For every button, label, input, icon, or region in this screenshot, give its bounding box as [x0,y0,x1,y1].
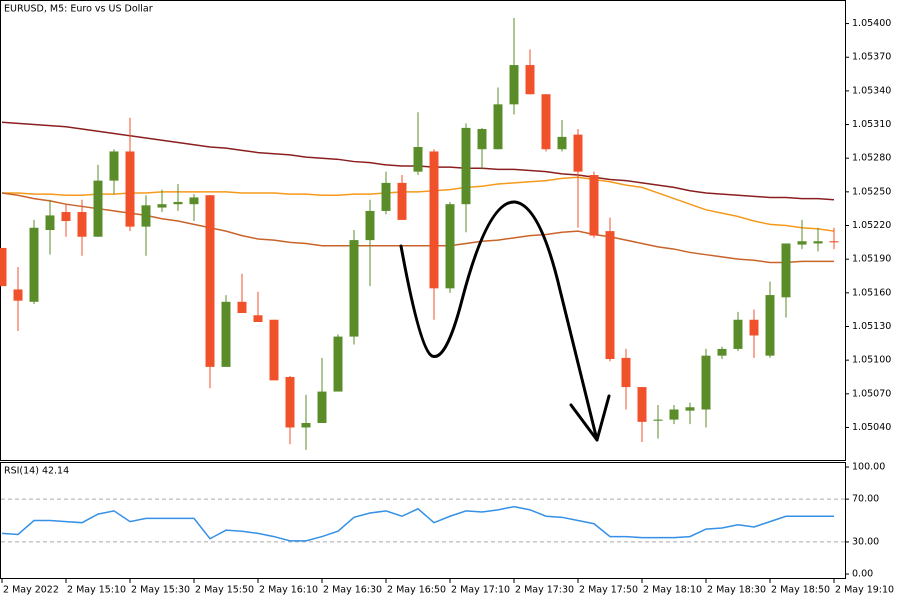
candle-body [621,357,631,388]
candle-body [781,243,791,298]
arrow-head [569,394,611,442]
y-tick-label: 1.05340 [852,85,891,96]
plot-layer: 1.05400 1.05370 1.05340 1.05310 1.05280 1.052… [0,17,894,596]
x-tick-label: 2 May 17:30 [515,585,574,596]
candle-body [109,151,119,181]
line-series [1,505,834,542]
candle-body [141,205,151,227]
rsi-title: RSI(14) 42.14 [4,466,69,477]
line-series [2,176,835,232]
candle-body [493,104,503,150]
candle-body [733,319,743,349]
candle-body [253,315,263,322]
candle-body [61,212,71,222]
y-tick-label: 1.05220 [852,220,891,231]
candle-body [573,134,583,172]
candle-body [637,387,647,422]
x-tick-label: 2 May 18:30 [707,585,766,596]
y-tick-label: 1.05310 [852,119,891,130]
main-panel [0,0,846,461]
y-tick-label: 1.05190 [852,254,891,265]
candle-body [205,195,215,367]
drawn-arrow [399,200,599,442]
y-tick-label: 1.05130 [852,321,891,332]
candle-body [125,151,135,227]
candle-body [29,227,39,302]
rsi-panel [0,462,846,579]
candle-body [269,319,279,381]
candle-body [653,419,663,421]
x-tick-label: 2 May 18:10 [643,585,702,596]
candle-body [813,241,823,244]
x-tick-label: 2 May 17:10 [451,585,510,596]
x-tick-label: 2 May 18:50 [771,585,830,596]
candle-body [669,409,679,420]
candle-body [13,289,23,301]
y-tick-label: 1.05400 [852,18,891,29]
candle-body [797,241,807,245]
y-tick-label: 1.05100 [852,355,891,366]
candle-body [429,151,439,289]
candle-body [157,204,167,208]
candle-body [301,422,311,428]
candle-body [749,319,759,336]
y-tick-label: 1.05160 [852,287,891,298]
candle-body [285,376,295,428]
candle-body [701,355,711,410]
candle-body [461,127,471,205]
candle-body [589,175,599,236]
candle-body [349,240,359,337]
y-tick-label: 100.00 [852,462,885,473]
y-tick-label: 1.05280 [852,153,891,164]
candle-body [477,129,487,150]
candle-body [717,348,727,356]
y-tick-label: 0.00 [852,569,873,580]
candle-body [445,204,455,289]
y-tick-label: 1.05070 [852,388,891,399]
candle-body [541,94,551,150]
x-tick-label: 2 May 15:50 [195,585,254,596]
candle-body [93,180,103,237]
x-tick-label: 2 May 16:10 [259,585,318,596]
candle-body [0,247,7,287]
x-tick-label: 2 May 16:30 [323,585,382,596]
candle-body [221,301,231,367]
candle-body [525,65,535,95]
line-series [1,192,834,264]
candle-body [365,210,375,241]
candle-body [45,215,55,230]
candle-body [829,241,839,243]
candle-body [509,65,519,105]
candle-body [381,182,391,211]
candle-body [605,231,615,360]
candle-body [237,301,247,314]
candle-body [413,146,423,172]
x-tick-label: 2 May 2022 [3,585,59,596]
candle-body [189,197,199,205]
candle-body [765,295,775,356]
candle-body [173,201,183,205]
candle-body [685,407,695,411]
y-tick-label: 1.05250 [852,186,891,197]
y-tick-label: 1.05370 [852,52,891,63]
candle-body [317,391,327,423]
x-tick-label: 2 May 16:50 [387,585,446,596]
chart-title: EURUSD, M5: Euro vs US Dollar [4,4,153,15]
y-tick-label: 1.05040 [852,422,891,433]
candle-body [397,182,407,220]
candle-body [77,212,87,237]
y-tick-label: 30.00 [852,536,879,547]
y-tick-label: 70.00 [852,494,879,505]
candle-body [333,336,343,392]
candle-body [557,136,567,150]
x-tick-label: 2 May 17:50 [579,585,638,596]
x-tick-label: 2 May 15:30 [131,585,190,596]
x-tick-label: 2 May 19:10 [835,585,894,596]
x-tick-label: 2 May 15:10 [67,585,126,596]
